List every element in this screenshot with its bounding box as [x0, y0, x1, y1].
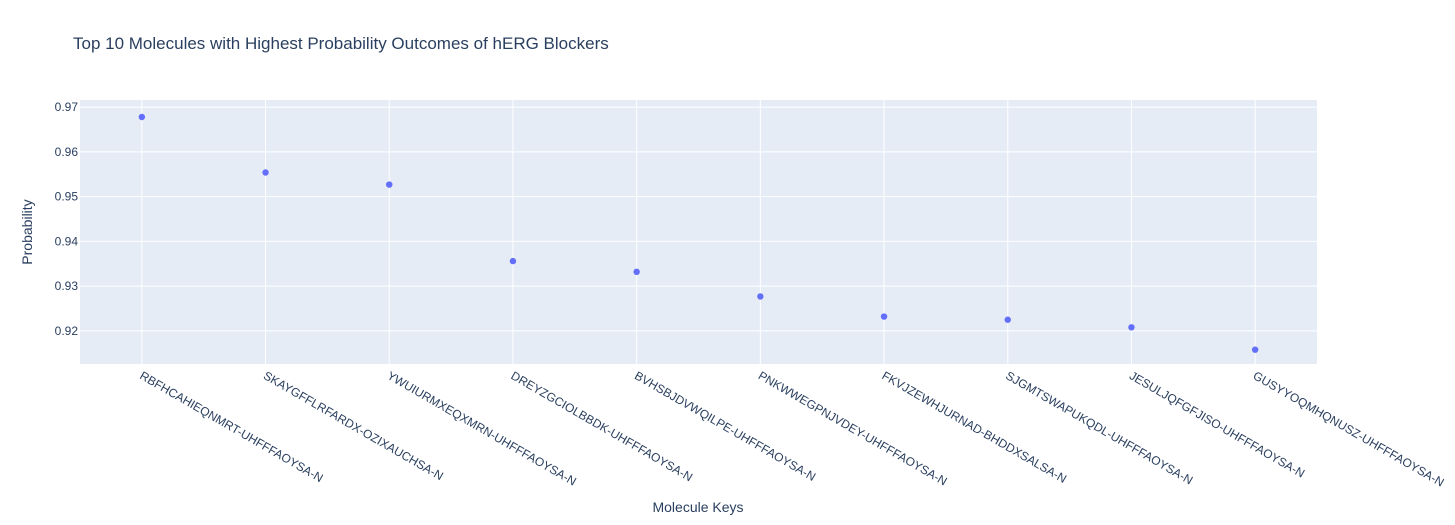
- x-tick-label: YWUIURMXEQXMRN-UHFFFAOYSA-N: [385, 368, 579, 488]
- grid-lines: [80, 100, 1317, 364]
- data-point: [262, 169, 269, 176]
- data-point: [138, 113, 146, 121]
- data-point: [1251, 346, 1259, 353]
- data-point: [509, 257, 517, 265]
- data-points: [138, 113, 1259, 353]
- y-tick-label: 0.92: [55, 324, 79, 338]
- y-tick-label: 0.97: [55, 100, 79, 114]
- y-axis-ticks: 0.92 0.93 0.94 0.95 0.96 0.97: [55, 100, 79, 338]
- data-point: [1004, 316, 1011, 323]
- chart-title: Top 10 Molecules with Highest Probabilit…: [73, 34, 609, 53]
- y-tick-label: 0.93: [55, 279, 79, 293]
- plot-area: [80, 100, 1317, 364]
- data-point: [633, 268, 640, 276]
- x-axis-title: Molecule Keys: [652, 499, 743, 515]
- data-point: [757, 293, 764, 300]
- data-point: [386, 181, 393, 188]
- y-tick-label: 0.94: [55, 234, 79, 248]
- x-tick-label: PNKWWEGPNJVDEY-UHFFFAOYSA-N: [756, 368, 950, 488]
- y-tick-label: 0.96: [55, 145, 79, 159]
- x-axis-ticks: RBFHCAHIEQNMRT-UHFFFAOYSA-NSKAYGFFLRFARD…: [137, 368, 1446, 489]
- data-point: [1128, 324, 1135, 331]
- y-tick-label: 0.95: [55, 190, 79, 204]
- data-point: [880, 313, 888, 320]
- x-tick-label: GUSYYOQMHQNUSZ-UHFFFAOYSA-N: [1251, 368, 1447, 489]
- y-axis-title: Probability: [19, 199, 35, 264]
